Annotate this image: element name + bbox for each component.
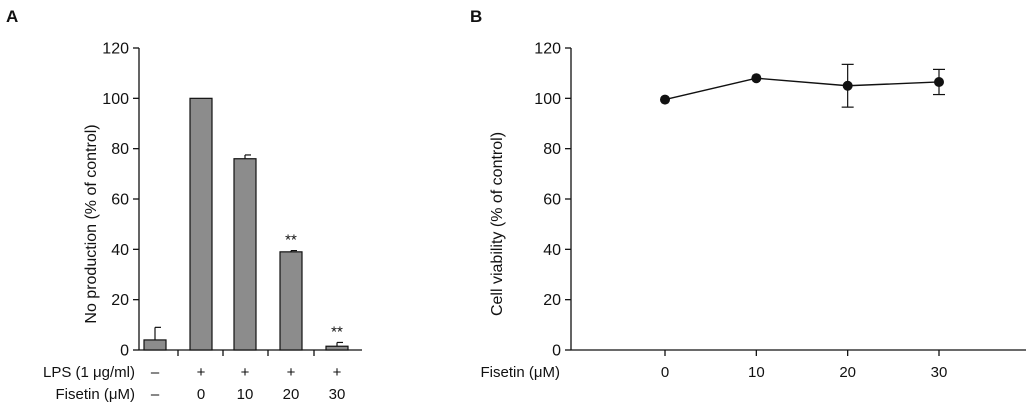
panel-a-row-label-lps: LPS (1 μg/ml) [43,364,135,381]
panel-b-y-tick-label: 20 [543,292,561,309]
panel-a-row-value: + [333,364,342,381]
panel-a-label: A [6,7,18,26]
panel-b-x-tick-label: 30 [931,364,948,381]
panel-a-y-ticks: 0 20 40 60 80 100 120 [102,41,139,360]
panel-a-y-axis-title: No production (% of control) [83,124,100,323]
panel-a-row-value: – [151,386,160,403]
panel-a-y-tick-label: 80 [111,141,129,158]
panel-b-data-point [842,80,853,91]
panel-b-y-tick-label: 40 [543,242,561,259]
panel-a-error-bars [154,154,343,347]
panel-a-row-value: 30 [329,386,346,403]
panel-b-x-axis-title: Fisetin (μM) [481,364,560,381]
panel-b-series-line [664,77,940,101]
panel-b-x-ticks: 0 10 20 30 [661,350,948,381]
panel-a-y-tick-label: 40 [111,242,129,259]
panel-b-label: B [470,7,482,26]
panel-a-row-value: + [241,364,250,381]
panel-a-significance-mark: ** [331,323,343,340]
panel-a-bars [143,97,349,351]
panel-a-bar [189,97,213,351]
panel-a-bar [279,251,303,351]
panel-a-row-values: – + + + + – 0 10 20 30 [151,364,346,403]
panel-b-y-tick-label: 100 [534,91,561,108]
panel-b-series [660,63,945,108]
panel-a-y-tick-label: 100 [102,91,129,108]
panel-a-row-value: – [151,364,160,381]
panel-a-y-tick-label: 20 [111,292,129,309]
panel-a-row-value: + [287,364,296,381]
panel-a-row-label-fisetin: Fisetin (μM) [56,386,135,403]
panel-a: A No production (% of control) 0 20 40 60 80… [6,7,362,403]
panel-a-significance-mark: ** [285,232,297,249]
panel-b-y-tick-label: 0 [552,343,561,360]
panel-a-row-value: + [197,364,206,381]
panel-b-y-ticks: 0 20 40 60 80 100 120 [534,41,571,360]
panel-b-y-tick-label: 60 [543,192,561,209]
panel-b-y-tick-label: 120 [534,41,561,58]
panel-a-y-tick-label: 0 [120,343,129,360]
panel-b-data-point [660,94,670,105]
panel-a-bar [233,158,257,351]
panel-a-bar [143,339,167,351]
panel-b-x-tick-label: 0 [661,364,669,381]
panel-b-data-point [934,76,944,87]
panel-a-row-value: 0 [197,386,205,403]
panel-a-y-tick-label: 120 [102,41,129,58]
panel-b-y-axis-title: Cell viability (% of control) [489,132,506,316]
panel-b-data-point [751,73,762,84]
panel-a-bar [325,345,349,351]
panel-b: B Cell viability (% of control) 0 20 40 60 8… [470,7,1026,381]
panel-a-row-value: 20 [283,386,300,403]
panel-a-y-tick-label: 60 [111,192,129,209]
panel-a-significance-marks: ** ** [285,232,343,341]
panel-a-x-ticks [177,350,315,356]
panel-a-row-value: 10 [237,386,254,403]
panel-b-x-tick-label: 10 [748,364,765,381]
panel-b-x-tick-label: 20 [839,364,856,381]
panel-b-y-tick-label: 80 [543,141,561,158]
